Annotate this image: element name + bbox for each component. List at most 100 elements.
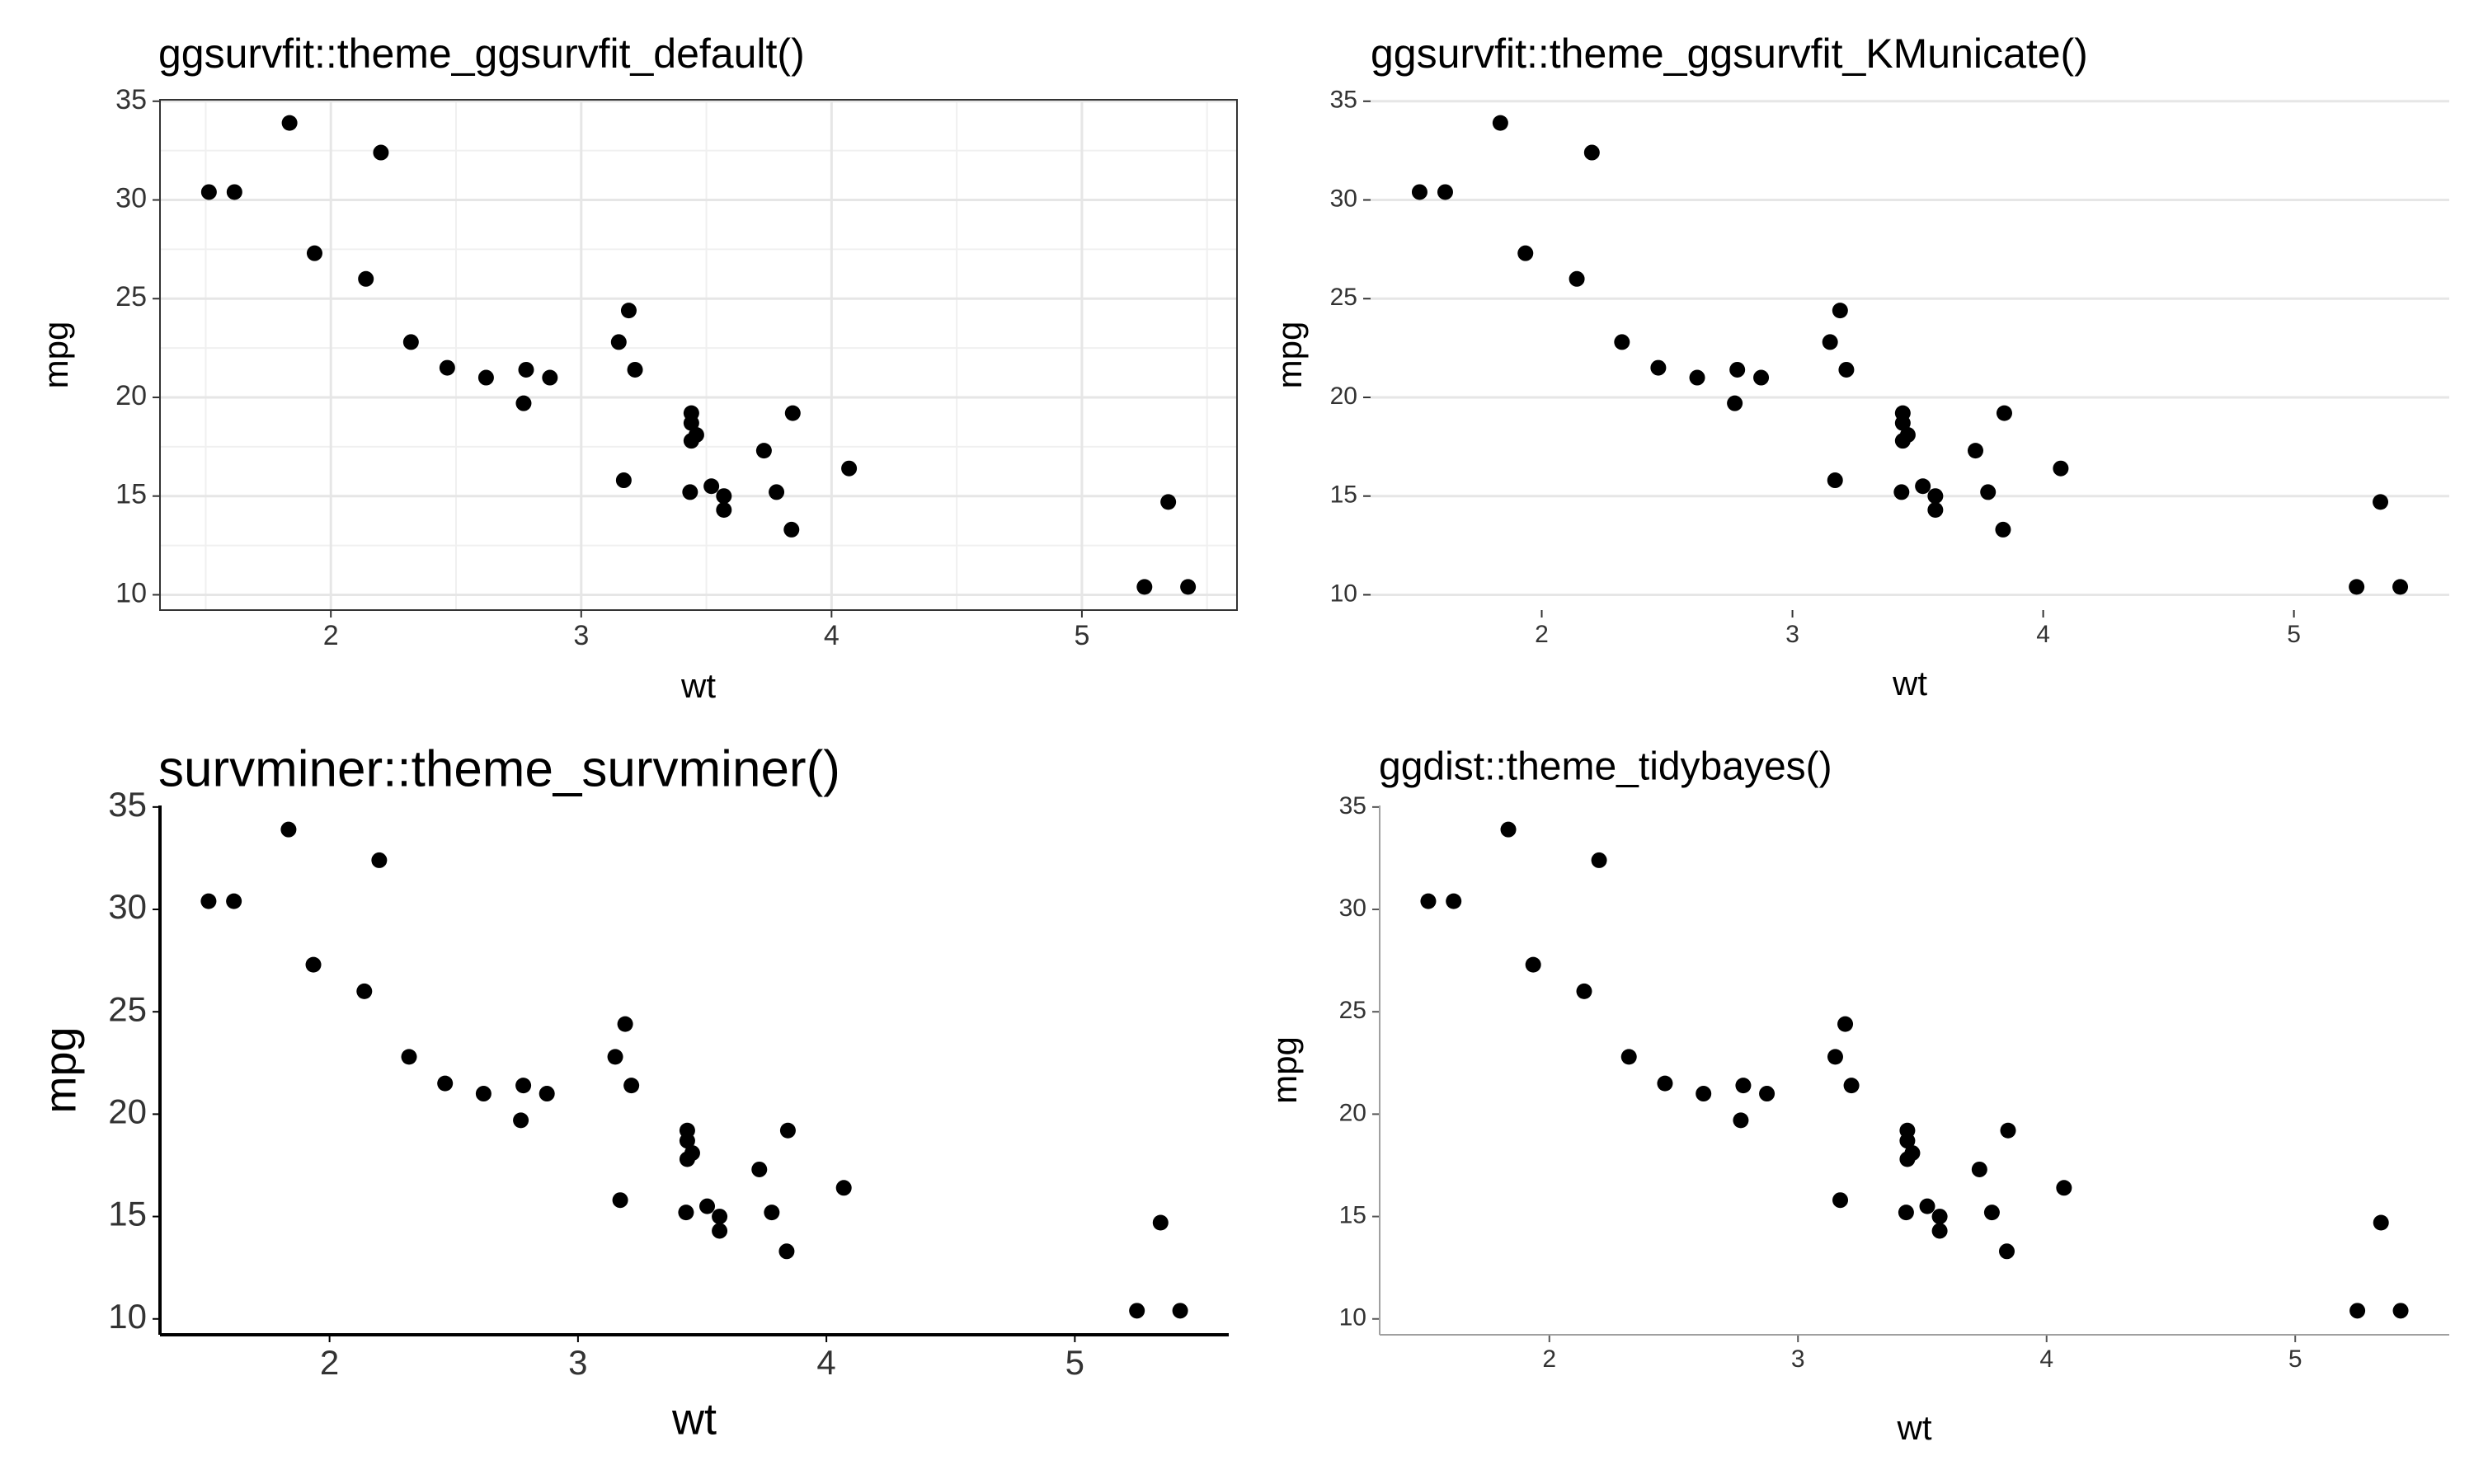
point [1927,501,1944,518]
point [1696,1086,1712,1102]
point [1152,1214,1169,1231]
x-tick-label: 5 [2287,621,2301,648]
y-axis-label: mpg [35,1026,85,1113]
x-tick-label: 3 [573,620,589,651]
point [475,1086,492,1102]
point [402,334,419,350]
point [226,184,242,200]
point [1753,369,1770,386]
point [2349,1303,2366,1319]
point [1893,484,1910,500]
point [1129,1303,1145,1319]
point [1420,893,1437,909]
y-tick-label: 10 [1330,580,1357,607]
point [401,1049,417,1065]
point [1172,1303,1188,1319]
point [2349,579,2365,595]
point [1837,1016,1854,1032]
point [610,334,627,350]
x-tick-label: 3 [1785,621,1799,648]
point [1525,956,1541,973]
point [515,1078,532,1094]
point [1927,488,1944,505]
point [1999,1243,2015,1260]
point [437,1075,454,1092]
point [712,1209,728,1225]
point [620,303,637,319]
point [1894,433,1911,449]
point [2373,1214,2389,1231]
point [1733,1112,1749,1129]
point [518,361,534,378]
y-tick-label: 20 [115,380,147,411]
point [1832,303,1848,319]
x-tick-label: 3 [568,1343,587,1382]
point [764,1205,780,1221]
point [679,1122,695,1139]
point [627,361,643,378]
point [1995,521,2011,538]
point [1931,1223,1948,1239]
point [1996,405,2012,421]
point [1735,1078,1752,1094]
point [784,405,801,421]
point [1931,1209,1948,1225]
point [769,484,785,500]
point [1822,334,1838,350]
y-tick-label: 30 [115,183,147,214]
chart-title: ggdist::theme_tidybayes() [1379,745,1832,789]
point [623,1078,640,1094]
point [281,115,298,131]
y-tick-label: 25 [115,281,147,312]
y-tick-label: 20 [1339,1099,1366,1126]
point [1517,245,1534,261]
point [1832,1192,1849,1209]
point [1827,1049,1843,1065]
y-tick-label: 15 [1339,1201,1366,1228]
point [1591,852,1607,868]
point [1650,359,1667,376]
y-tick-label: 20 [108,1092,147,1130]
point [607,1049,623,1065]
y-tick-label: 30 [1330,185,1357,212]
point [306,245,322,261]
point [841,460,858,477]
point [371,852,388,868]
point [1759,1086,1776,1102]
point [783,521,800,538]
y-tick-label: 20 [1330,383,1357,410]
point [2392,579,2409,595]
point [1980,484,1997,500]
x-tick-label: 4 [816,1343,835,1382]
point [699,1198,716,1214]
y-tick-label: 35 [1339,792,1366,819]
point [1446,893,1462,909]
point [513,1112,529,1129]
point [1968,443,1984,459]
point [358,270,374,287]
x-axis-label: wt [671,1394,717,1444]
point [1657,1075,1673,1092]
point [617,1016,633,1032]
point [539,1086,555,1102]
point [1894,405,1911,421]
point [835,1180,852,1196]
y-axis-label: mpg [36,322,75,389]
y-tick-label: 25 [108,989,147,1028]
point [716,501,732,518]
point [1583,144,1600,161]
y-tick-label: 35 [115,84,147,115]
x-tick-label: 2 [1535,621,1549,648]
point [751,1161,768,1177]
point [200,893,217,909]
point [2000,1122,2016,1139]
x-tick-label: 2 [1542,1345,1556,1373]
point [1576,983,1592,999]
point [615,472,632,489]
y-tick-label: 15 [115,479,147,510]
chart-title: survminer::theme_survminer() [158,740,840,797]
y-tick-label: 35 [1330,87,1357,114]
x-tick-label: 4 [2039,1345,2053,1373]
point [778,1243,795,1260]
point [1899,1122,1916,1139]
